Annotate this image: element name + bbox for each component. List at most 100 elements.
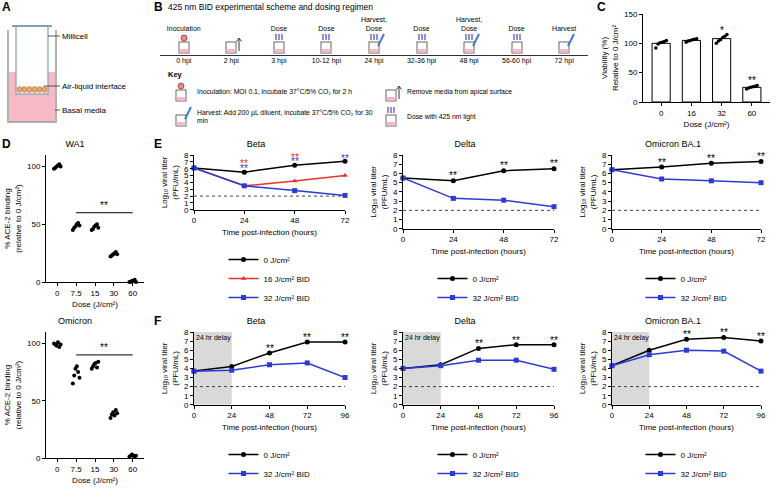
- svg-text:2: 2: [184, 382, 189, 391]
- svg-text:% ACE-2 binding(relative to 0: % ACE-2 binding(relative to 0 J/cm²): [3, 360, 22, 429]
- svg-text:0: 0: [401, 411, 406, 420]
- svg-text:7: 7: [602, 160, 607, 169]
- svg-text:7: 7: [393, 337, 398, 346]
- svg-text:Log₁₀ viral titer(PFU/mL): Log₁₀ viral titer(PFU/mL): [160, 342, 179, 394]
- svg-text:15: 15: [91, 465, 100, 474]
- svg-text:2: 2: [393, 382, 398, 391]
- svg-text:5: 5: [602, 178, 607, 187]
- svg-text:3: 3: [602, 373, 607, 382]
- svg-text:Log₁₀ viral titer(PFU/mL): Log₁₀ viral titer(PFU/mL): [369, 166, 388, 218]
- svg-text:60: 60: [747, 109, 756, 118]
- svg-text:0 J/cm²: 0 J/cm²: [681, 275, 708, 284]
- svg-text:0 J/cm²: 0 J/cm²: [473, 451, 500, 460]
- svg-text:24: 24: [449, 235, 458, 244]
- svg-text:**: **: [475, 338, 483, 349]
- svg-text:32 J/cm² BID: 32 J/cm² BID: [473, 470, 519, 479]
- svg-text:0: 0: [184, 206, 189, 215]
- svg-text:32 J/cm² BID: 32 J/cm² BID: [264, 470, 310, 479]
- svg-text:50: 50: [31, 397, 40, 406]
- svg-text:**: **: [707, 153, 715, 164]
- svg-text:6: 6: [184, 165, 189, 174]
- svg-text:7: 7: [184, 337, 189, 346]
- svg-text:4: 4: [393, 364, 398, 373]
- svg-text:48: 48: [290, 216, 299, 225]
- svg-text:72: 72: [757, 235, 766, 244]
- svg-text:1: 1: [184, 392, 189, 401]
- svg-text:8: 8: [184, 151, 189, 160]
- svg-text:0 J/cm²: 0 J/cm²: [264, 256, 291, 265]
- svg-text:**: **: [341, 153, 349, 164]
- svg-text:3: 3: [393, 373, 398, 382]
- svg-text:0 J/cm²: 0 J/cm²: [681, 451, 708, 460]
- svg-text:Omicron BA.1: Omicron BA.1: [645, 139, 701, 149]
- svg-text:Omicron: Omicron: [58, 316, 92, 326]
- svg-text:**: **: [748, 75, 756, 86]
- svg-text:50: 50: [628, 68, 637, 77]
- svg-text:32 J/cm² BID: 32 J/cm² BID: [473, 294, 519, 303]
- svg-text:2: 2: [184, 192, 189, 201]
- svg-text:Time post-infection (hours): Time post-infection (hours): [639, 247, 734, 256]
- svg-text:**: **: [512, 335, 520, 346]
- svg-text:4: 4: [184, 364, 189, 373]
- svg-text:Millicell: Millicell: [62, 32, 88, 41]
- svg-text:7.5: 7.5: [71, 289, 83, 298]
- svg-text:72: 72: [719, 411, 728, 420]
- svg-text:0: 0: [192, 216, 197, 225]
- svg-text:100: 100: [27, 162, 41, 171]
- svg-text:Time post-infection (hours): Time post-infection (hours): [431, 423, 526, 432]
- svg-text:4: 4: [602, 188, 607, 197]
- svg-text:7.5: 7.5: [71, 465, 83, 474]
- svg-text:Basal media: Basal media: [62, 106, 107, 115]
- svg-text:0: 0: [36, 454, 41, 463]
- svg-text:1: 1: [393, 215, 398, 224]
- svg-text:16 J/cm² BID: 16 J/cm² BID: [264, 275, 310, 284]
- svg-text:0: 0: [610, 235, 615, 244]
- svg-text:Dose (J/cm²): Dose (J/cm²): [72, 476, 118, 485]
- svg-text:3: 3: [184, 373, 189, 382]
- svg-text:Delta: Delta: [454, 316, 475, 326]
- svg-text:% ACE-2 binding(relative to 0: % ACE-2 binding(relative to 0 J/cm²): [3, 184, 22, 253]
- svg-text:**: **: [683, 329, 691, 340]
- svg-text:5: 5: [184, 355, 189, 364]
- svg-text:48: 48: [682, 411, 691, 420]
- svg-text:0: 0: [393, 225, 398, 234]
- svg-text:4: 4: [393, 188, 398, 197]
- svg-text:0: 0: [36, 278, 41, 287]
- svg-text:**: **: [658, 157, 666, 168]
- svg-text:8: 8: [602, 328, 607, 337]
- svg-text:24 hr delay: 24 hr delay: [614, 334, 649, 342]
- svg-text:Log₁₀ viral titer(PFU/mL): Log₁₀ viral titer(PFU/mL): [369, 342, 388, 394]
- svg-text:Beta: Beta: [247, 139, 266, 149]
- svg-text:**: **: [291, 156, 299, 167]
- svg-text:1: 1: [393, 392, 398, 401]
- svg-text:Delta: Delta: [454, 139, 475, 149]
- svg-text:Dose (J/cm²): Dose (J/cm²): [684, 120, 730, 129]
- svg-text:WA1: WA1: [65, 139, 84, 149]
- svg-text:Log₁₀ viral titer(PFU/mL): Log₁₀ viral titer(PFU/mL): [578, 342, 597, 394]
- svg-text:**: **: [100, 200, 108, 211]
- svg-text:24: 24: [436, 411, 445, 420]
- svg-text:0: 0: [192, 411, 197, 420]
- svg-text:32 J/cm² BID: 32 J/cm² BID: [681, 470, 727, 479]
- svg-text:3: 3: [184, 185, 189, 194]
- svg-text:6: 6: [393, 346, 398, 355]
- svg-text:72: 72: [550, 235, 559, 244]
- svg-text:60: 60: [128, 465, 137, 474]
- svg-text:150: 150: [624, 10, 638, 19]
- svg-text:Omicron BA.1: Omicron BA.1: [645, 316, 701, 326]
- svg-text:48: 48: [265, 411, 274, 420]
- svg-text:**: **: [500, 160, 508, 171]
- svg-text:1: 1: [602, 392, 607, 401]
- svg-text:15: 15: [91, 289, 100, 298]
- svg-text:8: 8: [184, 328, 189, 337]
- svg-text:**: **: [240, 163, 248, 174]
- svg-text:5: 5: [393, 355, 398, 364]
- svg-text:7: 7: [602, 337, 607, 346]
- svg-text:**: **: [449, 170, 457, 181]
- svg-text:0: 0: [55, 289, 60, 298]
- svg-text:8: 8: [602, 151, 607, 160]
- svg-text:24 hr delay: 24 hr delay: [196, 334, 231, 342]
- svg-text:6: 6: [393, 169, 398, 178]
- svg-text:Beta: Beta: [247, 316, 266, 326]
- svg-text:0: 0: [602, 225, 607, 234]
